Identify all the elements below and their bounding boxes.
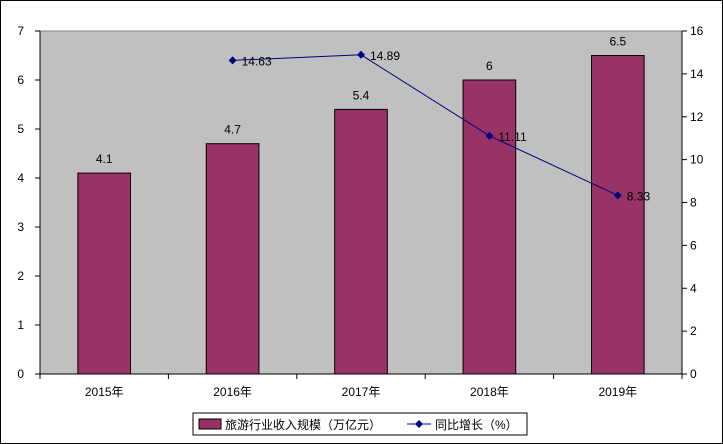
- right-tick-label: 6: [690, 238, 697, 252]
- line-value-label: 11.11: [498, 130, 527, 144]
- line-series: 14.63 14.89 11.11 8.33: [228, 49, 651, 203]
- right-tick-label: 14: [690, 67, 704, 81]
- bar: [590, 55, 645, 375]
- x-tick-label: 2015年: [85, 385, 124, 399]
- legend: 旅游行业收入规模（万亿元） 同比增长（%）: [192, 412, 528, 436]
- left-tick-label: 6: [17, 73, 24, 87]
- x-tick-label: 2017年: [342, 385, 381, 399]
- bar-value-label: 4.1: [96, 152, 113, 166]
- right-tick-label: 0: [690, 367, 697, 381]
- bar-series: 4.1 4.7 5.4 6 6.5: [77, 35, 645, 375]
- line-point-marker: [357, 50, 365, 59]
- line-path: [232, 54, 619, 196]
- right-tick-label: 4: [690, 281, 697, 295]
- left-tick-label: 4: [17, 171, 24, 185]
- right-tick-label: 2: [690, 324, 697, 338]
- bar-value-label: 4.7: [224, 123, 241, 137]
- legend-bar-swatch: [198, 418, 222, 430]
- bar: [334, 108, 388, 375]
- legend-box: [192, 412, 528, 436]
- right-tick-label: 8: [690, 196, 697, 210]
- line-value-label: 8.33: [627, 189, 651, 203]
- line-value-label: 14.89: [370, 49, 400, 63]
- legend-bar-label: 旅游行业收入规模（万亿元）: [225, 417, 381, 432]
- x-axis: 2015年 2016年 2017年 2018年 2019年: [39, 373, 683, 399]
- bar: [77, 172, 132, 375]
- right-tick-label: 10: [690, 153, 704, 167]
- bar-value-label: 5.4: [353, 88, 370, 102]
- right-tick-label: 16: [690, 24, 704, 38]
- x-tick-label: 2018年: [470, 385, 509, 399]
- left-tick-label: 7: [17, 24, 24, 38]
- line-value-label: 14.63: [242, 54, 272, 68]
- line-point-marker: [485, 131, 494, 140]
- left-tick-label: 0: [17, 367, 24, 381]
- right-y-axis: 0 2 4 6 8 10 12 14 16: [681, 24, 704, 381]
- left-tick-label: 2: [17, 269, 24, 283]
- bar-value-label: 6: [486, 59, 493, 73]
- legend-line-marker: [415, 420, 423, 428]
- bar-value-label: 6.5: [609, 35, 626, 49]
- line-point-marker: [228, 56, 237, 65]
- left-tick-label: 5: [17, 122, 24, 136]
- x-tick-label: 2019年: [598, 385, 637, 399]
- left-y-axis: 0 1 2 3 4 5 6 7: [17, 24, 41, 381]
- x-tick-label: 2016年: [213, 385, 252, 399]
- right-tick-label: 12: [690, 110, 704, 124]
- bar: [462, 79, 517, 375]
- bar: [205, 143, 260, 375]
- left-tick-label: 1: [17, 318, 24, 332]
- line-point-marker: [613, 191, 622, 200]
- legend-line-label: 同比增长（%）: [435, 418, 518, 432]
- left-tick-label: 3: [17, 220, 24, 234]
